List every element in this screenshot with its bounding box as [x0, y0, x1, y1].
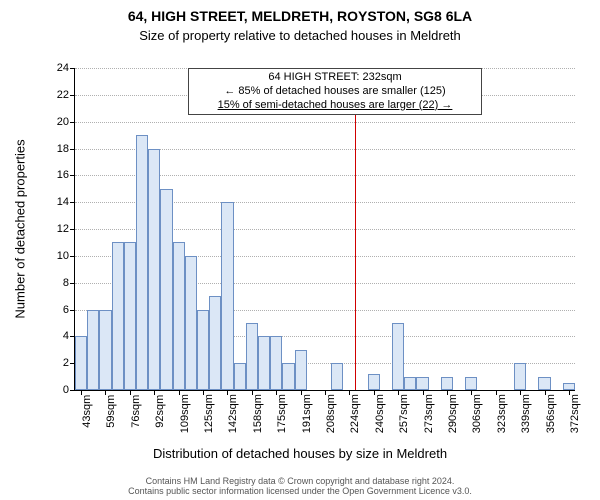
y-tick-label: 10	[57, 250, 75, 262]
x-tick-label: 76sqm	[130, 381, 142, 414]
footer-line-1: Contains HM Land Registry data © Crown c…	[0, 476, 600, 486]
annotation-box: 64 HIGH STREET: 232sqm← 85% of detached …	[188, 68, 482, 115]
y-tick-label: 6	[63, 304, 75, 316]
y-tick-label: 12	[57, 223, 75, 235]
y-tick-label: 18	[57, 143, 75, 155]
x-axis-title: Distribution of detached houses by size …	[0, 446, 600, 461]
histogram-bar	[124, 242, 136, 390]
annotation-line: 15% of semi-detached houses are larger (…	[195, 99, 475, 113]
x-tick-label: 356sqm	[545, 378, 557, 417]
y-tick-label: 8	[63, 277, 75, 289]
histogram-bar	[221, 202, 233, 390]
x-tick-label: 43sqm	[81, 381, 93, 414]
footer-note: Contains HM Land Registry data © Crown c…	[0, 476, 600, 496]
histogram-bar	[99, 310, 111, 391]
plot-area: 02468101214161820222443sqm59sqm76sqm92sq…	[74, 68, 575, 391]
x-tick-label: 208sqm	[325, 378, 337, 417]
x-tick-label: 306sqm	[471, 378, 483, 417]
y-tick-label: 2	[63, 357, 75, 369]
histogram-bar	[173, 242, 185, 390]
annotation-line: 64 HIGH STREET: 232sqm	[195, 71, 475, 85]
histogram-bar	[136, 135, 148, 390]
histogram-bar	[209, 296, 221, 390]
y-tick-label: 16	[57, 169, 75, 181]
chart-title-sub: Size of property relative to detached ho…	[0, 28, 600, 43]
gridline	[75, 122, 575, 123]
histogram-bar	[185, 256, 197, 390]
x-tick-label: 125sqm	[203, 378, 215, 417]
x-tick-label: 240sqm	[374, 378, 386, 417]
x-tick-label: 92sqm	[154, 381, 166, 414]
chart-title-main: 64, HIGH STREET, MELDRETH, ROYSTON, SG8 …	[0, 8, 600, 24]
y-tick-label: 22	[57, 89, 75, 101]
y-tick-label: 20	[57, 116, 75, 128]
x-tick-label: 323sqm	[496, 378, 508, 417]
histogram-bar	[112, 242, 124, 390]
histogram-bar	[87, 310, 99, 391]
y-tick-label: 24	[57, 62, 75, 74]
x-tick-label: 158sqm	[252, 378, 264, 417]
annotation-line: ← 85% of detached houses are smaller (12…	[195, 85, 475, 99]
histogram-bar	[148, 149, 160, 391]
x-tick-label: 109sqm	[179, 378, 191, 417]
y-axis-title: Number of detached properties	[13, 139, 28, 318]
y-tick-label: 4	[63, 330, 75, 342]
x-tick-label: 290sqm	[447, 378, 459, 417]
x-tick-label: 191sqm	[301, 378, 313, 417]
reference-line	[355, 68, 356, 390]
histogram-bar	[160, 189, 172, 390]
x-tick-label: 59sqm	[105, 381, 117, 414]
x-tick-label: 142sqm	[227, 378, 239, 417]
x-tick-label: 257sqm	[398, 378, 410, 417]
x-tick-label: 372sqm	[569, 378, 581, 417]
figure: 64, HIGH STREET, MELDRETH, ROYSTON, SG8 …	[0, 0, 600, 500]
footer-line-2: Contains public sector information licen…	[0, 486, 600, 496]
y-tick-label: 14	[57, 196, 75, 208]
x-tick-label: 273sqm	[423, 378, 435, 417]
x-tick-label: 175sqm	[276, 378, 288, 417]
y-tick-label: 0	[63, 384, 75, 396]
x-tick-label: 339sqm	[520, 378, 532, 417]
